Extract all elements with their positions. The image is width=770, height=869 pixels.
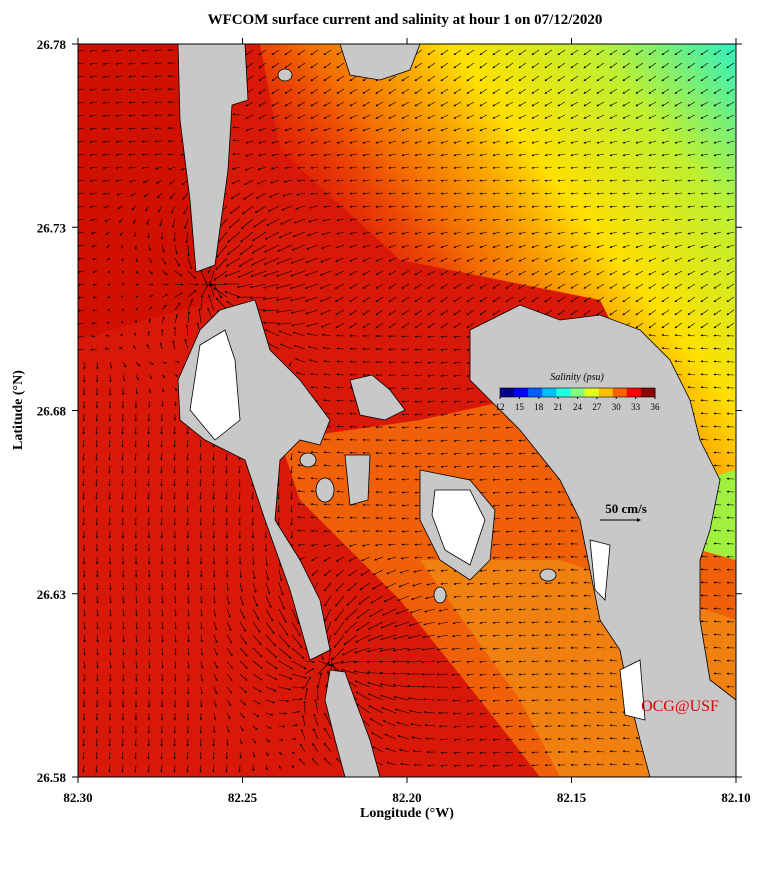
colorbar-segment	[528, 388, 543, 397]
island	[316, 478, 334, 502]
x-tick-label: 82.30	[63, 790, 92, 805]
x-tick-label: 82.10	[721, 790, 750, 805]
island	[434, 587, 446, 603]
colorbar-segment	[641, 388, 656, 397]
colorbar-tick-label: 15	[515, 402, 525, 412]
island	[278, 69, 292, 81]
x-tick-label: 82.25	[228, 790, 258, 805]
y-tick-label: 26.73	[37, 220, 67, 235]
colorbar-segment	[627, 388, 642, 397]
colorbar-segment	[599, 388, 614, 397]
colorbar-tick-label: 12	[496, 402, 505, 412]
credit: OCG@USF	[641, 698, 719, 715]
colorbar-segment	[585, 388, 600, 397]
colorbar-tick-label: 21	[554, 402, 563, 412]
y-tick-label: 26.68	[37, 404, 67, 419]
colorbar-segment	[613, 388, 628, 397]
chart-title: WFCOM surface current and salinity at ho…	[208, 12, 603, 28]
colorbar-label: Salinity (psu)	[550, 372, 604, 383]
colorbar-segment	[500, 388, 515, 397]
colorbar-tick-label: 18	[534, 402, 544, 412]
island	[300, 453, 316, 467]
x-axis-label: Longitude (°W)	[360, 806, 454, 821]
colorbar-segment	[556, 388, 571, 397]
y-tick-label: 26.58	[37, 770, 67, 785]
colorbar-tick-label: 33	[631, 402, 641, 412]
colorbar-tick-label: 24	[573, 402, 583, 412]
y-tick-label: 26.78	[37, 37, 67, 52]
colorbar-segment	[514, 388, 529, 397]
y-tick-label: 26.63	[37, 587, 67, 602]
x-tick-label: 82.20	[392, 790, 421, 805]
colorbar-tick-label: 30	[612, 402, 622, 412]
scale-label: 50 cm/s	[605, 501, 647, 516]
colorbar-tick-label: 27	[592, 402, 602, 412]
colorbar-segment	[570, 388, 585, 397]
colorbar-segment	[542, 388, 557, 397]
x-tick-label: 82.15	[557, 790, 587, 805]
y-axis-label: Latitude (°N)	[11, 370, 26, 450]
colorbar-tick-label: 36	[651, 402, 661, 412]
island	[540, 569, 556, 581]
